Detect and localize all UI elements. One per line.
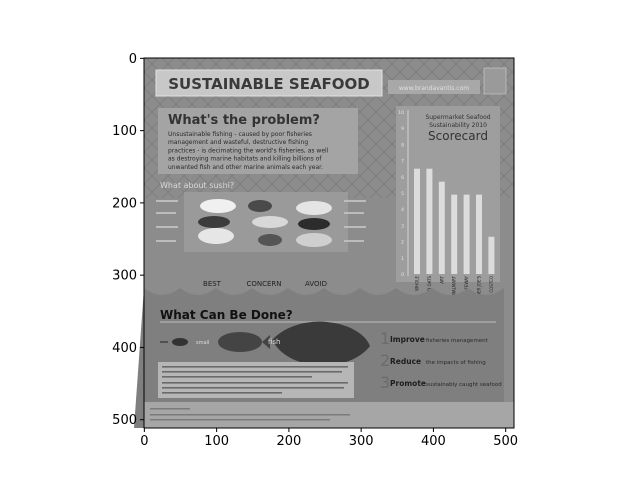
action-text: sustainably caught seafood: [426, 382, 502, 388]
axes-frame: [143, 57, 515, 429]
scorecard-axis-label: 5: [401, 191, 404, 197]
scorecard-labels: WHOLE WILD OATS ART WALMART SAFEWAY TRADER JO…: [415, 275, 494, 305]
action-number: 3: [380, 373, 390, 392]
y-tick-label: 0: [129, 52, 137, 67]
scorecard-sub2: Sustainability 2010: [429, 122, 487, 129]
scorecard-axis-label: 4: [401, 207, 404, 213]
sushi-labels: BEST CONCERN AVOID: [203, 280, 327, 288]
action-text: fisheries management: [426, 338, 489, 344]
problem-text-line: Unsustainable fishing - caused by poor f…: [168, 131, 312, 138]
x-tick-label: 500: [493, 434, 518, 449]
site-box: [388, 80, 480, 94]
scorecard-bar: [426, 168, 433, 274]
x-axis: 0 100 200 300 400 500: [140, 428, 518, 449]
scorecard-label: TRADER JOE'S: [477, 276, 482, 305]
info-lines: [162, 366, 348, 394]
sushi-pieces: [198, 199, 332, 247]
scorecard-bar: [414, 168, 420, 274]
y-tick-label: 300: [112, 269, 137, 284]
actions-list: 1 Improve fisheries management 2 Reduce the i…: [380, 329, 502, 392]
x-tick-label: 400: [421, 434, 446, 449]
poster-title: SUSTAINABLE SEAFOOD: [168, 75, 370, 93]
problem-text-line: practices - is decimating the world's fi…: [168, 147, 329, 154]
problem-text: Unsustainable fishing - caused by poor f…: [168, 131, 329, 171]
problem-text-line: as destroying marine habitats and killin…: [168, 156, 322, 163]
scorecard-axis-label: 1: [401, 256, 404, 262]
x-tick-label: 100: [204, 434, 229, 449]
scorecard-bar: [463, 194, 470, 274]
x-tick-label: 300: [349, 434, 374, 449]
scorecard-label: ART: [439, 275, 444, 283]
scorecard-axis-label: 6: [401, 175, 404, 181]
problem-heading: What's the problem?: [168, 113, 320, 128]
y-tick-label: 400: [112, 341, 137, 356]
scorecard-bar: [476, 194, 482, 274]
scorecard-box: [396, 106, 500, 282]
logo-mark: [483, 67, 507, 95]
fish-label-big: fish: [268, 338, 281, 346]
y-tick-label: 100: [112, 124, 137, 139]
y-tick-label: 500: [112, 413, 137, 428]
scorecard-axis-label: 8: [401, 142, 404, 148]
sushi-label: CONCERN: [246, 280, 281, 288]
scorecard-label: COSTCO: [489, 276, 494, 293]
image-axes: SUSTAINABLE SEAFOOD www.brandavantis.com…: [134, 57, 515, 429]
scorecard-sub1: Supermarket Seafood: [425, 114, 490, 121]
fish-graphic: [160, 321, 370, 366]
scorecard-axis-label: 7: [401, 159, 404, 165]
scorecard-axis-label: 9: [401, 126, 404, 132]
scorecard-label: WILD OATS: [427, 276, 432, 299]
fish-label-small: small: [196, 340, 209, 346]
problem-box: [158, 108, 358, 174]
y-tick-label: 200: [112, 196, 137, 211]
action-verb: Reduce: [390, 357, 421, 366]
action-number: 2: [380, 351, 390, 370]
site-url: www.brandavantis.com: [399, 85, 469, 92]
scorecard-axis-label: 10: [398, 110, 404, 116]
scorecard-axis-label: 0: [401, 272, 404, 278]
sushi-label: AVOID: [305, 280, 327, 288]
sushi-heading: What about sushi?: [160, 181, 234, 190]
scorecard-axis-label: 3: [401, 223, 404, 229]
action-number: 1: [380, 329, 390, 348]
title-banner: [155, 69, 383, 97]
scorecard-label: SAFEWAY: [464, 275, 469, 294]
action-verb: Promote: [390, 379, 426, 388]
scorecard-axis-label: 2: [401, 240, 404, 246]
scorecard-bar: [438, 181, 445, 274]
action-verb: Improve: [390, 335, 425, 344]
scorecard-bars: [414, 168, 495, 274]
scorecard-label: WALMART: [452, 275, 457, 295]
scorecard-label: WHOLE: [415, 276, 420, 291]
x-tick-label: 0: [140, 434, 148, 449]
scorecard-title: Scorecard: [428, 129, 488, 143]
problem-text-line: management and wasteful, destructive fis…: [168, 139, 308, 146]
footer-lines: [150, 408, 350, 421]
problem-text-line: unwanted fish and other marine animals e…: [168, 164, 323, 171]
y-axis: 0 100 200 300 400 500: [112, 52, 144, 428]
scorecard-bar: [451, 194, 458, 274]
done-heading: What Can Be Done?: [160, 308, 293, 322]
sushi-side-notes: [156, 200, 366, 242]
x-tick-label: 200: [276, 434, 301, 449]
action-text: the impacts of fishing: [426, 360, 486, 366]
scorecard-bar: [488, 236, 495, 274]
sushi-label: BEST: [203, 280, 222, 288]
